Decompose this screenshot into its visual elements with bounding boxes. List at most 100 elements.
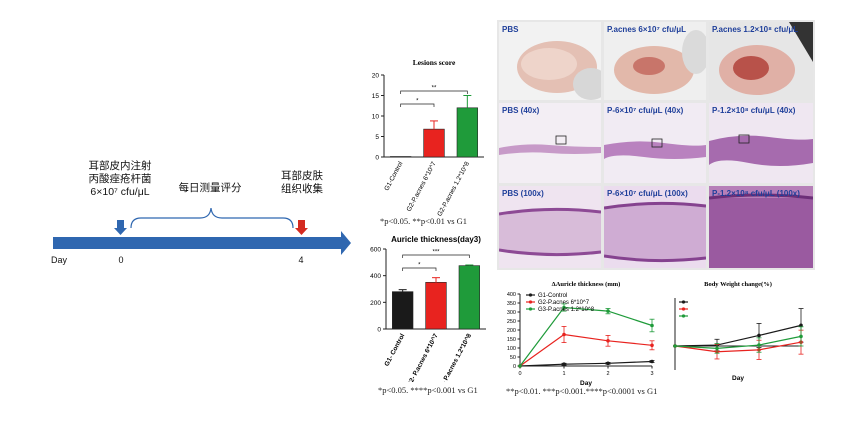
y-tick-label: 600 xyxy=(370,247,381,254)
data-point xyxy=(715,346,719,351)
legend-label: G2-P.acnes 6*10^7 xyxy=(538,300,590,306)
significance-label: * xyxy=(418,263,421,269)
category-label: G2- P.acnes 6*10^7 xyxy=(405,332,440,382)
significance-bracket xyxy=(402,254,470,258)
start-marker xyxy=(117,220,124,229)
y-tick-label: 300 xyxy=(507,310,516,316)
photo-label-pacnes-low: P.acnes 6×10⁷ cfu/μL xyxy=(607,25,686,34)
bar xyxy=(423,128,445,158)
histology-label-pacnes-low-100x: P-6×10⁷ cfu/μL (100x) xyxy=(607,189,688,198)
legend-label: G3-P.acnes 1.2*10^8 xyxy=(538,307,595,313)
chart-title: Lesions score xyxy=(413,58,456,67)
photo-pacnes-low: P.acnes 6×10⁷ cfu/μL xyxy=(604,22,706,100)
thickness-footnote: **p<0.01. ***p<0.001.****p<0.0001 vs G1 xyxy=(506,386,658,396)
histology-pacnes-high-100x: P-1.2×10⁸ cfu/μL (100x) xyxy=(709,186,813,268)
photo-pbs: PBS xyxy=(499,22,601,100)
y-tick-label: 100 xyxy=(507,346,516,352)
y-tick-label: 20 xyxy=(372,73,380,80)
legend-marker xyxy=(528,293,533,297)
data-point xyxy=(650,359,654,364)
series-line xyxy=(674,341,802,353)
legend-marker xyxy=(528,300,533,304)
series-line xyxy=(519,333,653,367)
data-point xyxy=(606,309,610,313)
histology-pbs-40x: PBS (40x) xyxy=(499,103,601,183)
y-tick-label: 350 xyxy=(507,301,516,307)
photo-label-pacnes-high: P.acnes 1.2×10⁸ cfu/μL xyxy=(712,25,799,34)
histology-label-pacnes-high-40x: P-1.2×10⁸ cfu/μL (40x) xyxy=(712,106,796,115)
histology-pacnes-low-100x: P-6×10⁷ cfu/μL (100x) xyxy=(604,186,706,268)
chart-title: Auricle thickness(day3) xyxy=(391,235,481,244)
lesion-score-panel: Lesions score 0 5 10 15 20 G1-Control G2-P.acne… xyxy=(360,55,490,235)
start-marker-head xyxy=(114,228,127,235)
timeline-arrow-head xyxy=(341,231,351,255)
data-point xyxy=(757,333,761,338)
significance-bracket xyxy=(400,90,468,94)
y-tick-label: 0 xyxy=(375,155,379,162)
injection-label: 耳部皮内注射 丙酸痤疮杆菌 6×10⁷ cfu/μL xyxy=(88,160,152,198)
y-tick-label: 10 xyxy=(372,114,380,121)
body-weight-chart: Body Weight change(%) Day xyxy=(673,281,804,382)
x-tick-label: 0 xyxy=(518,371,521,377)
histology-label-pacnes-low-40x: P-6×10⁷ cfu/μL (40x) xyxy=(607,106,684,115)
data-point xyxy=(757,343,761,347)
series-line xyxy=(674,335,802,350)
y-tick-label: 200 xyxy=(507,328,516,334)
bar xyxy=(456,107,478,158)
daily-brace xyxy=(130,207,294,229)
y-tick-label: 150 xyxy=(507,337,516,343)
data-point xyxy=(606,361,610,366)
bar xyxy=(425,282,447,330)
histology-pacnes-low-40x: P-6×10⁷ cfu/μL (40x) xyxy=(604,103,706,183)
daily-measurement-label: 每日测量评分 xyxy=(178,182,242,194)
series-line xyxy=(519,306,653,367)
auricle-footnote: *p<0.05. ****p<0.001 vs G1 xyxy=(378,385,478,395)
experiment-timeline: 耳部皮内注射 丙酸痤疮杆菌 6×10⁷ cfu/μL 每日测量评分 耳部皮肤 组… xyxy=(45,160,355,275)
category-label: G3- P.acnes 1.2*10^8 xyxy=(436,332,473,382)
significance-label: *** xyxy=(432,250,440,256)
legend-marker xyxy=(681,314,686,318)
weight-panel: Body Weight change(%) Day xyxy=(665,278,820,398)
significance-bracket xyxy=(400,103,435,107)
data-point xyxy=(606,339,610,343)
photo-pacnes-high: P.acnes 1.2×10⁸ cfu/μL xyxy=(709,22,813,100)
histology-label-pbs-100x: PBS (100x) xyxy=(502,189,544,198)
category-label: G1-Control xyxy=(383,160,404,192)
bar xyxy=(390,156,412,158)
series-line xyxy=(674,324,802,347)
significance-label: ** xyxy=(432,86,437,92)
histology-label-pbs-40x: PBS (40x) xyxy=(502,106,540,115)
data-point xyxy=(673,344,677,348)
y-tick-label: 5 xyxy=(375,134,379,141)
y-tick-label: 0 xyxy=(377,327,381,334)
histology-pacnes-high-40x: P-1.2×10⁸ cfu/μL (40x) xyxy=(709,103,813,183)
bar xyxy=(392,291,414,330)
histology-label-pacnes-high-100x: P-1.2×10⁸ cfu/μL (100x) xyxy=(712,189,800,198)
end-marker-head xyxy=(295,228,308,235)
series-line xyxy=(519,360,653,367)
timeline-day-end: 4 xyxy=(298,255,304,265)
y-tick-label: 400 xyxy=(370,273,381,280)
data-point xyxy=(650,323,654,328)
thickness-line-panel: ΔAuricle thickness (mm) 0 50 100 150 200 250 30… xyxy=(500,278,665,400)
auricle-thickness-chart: Auricle thickness(day3) 0 200 400 600 G1- Con… xyxy=(370,235,486,393)
collection-label: 耳部皮肤 组织收集 xyxy=(281,170,323,195)
legend-label: G1-Control xyxy=(538,293,567,299)
data-point xyxy=(562,332,566,337)
category-label: G1- Control xyxy=(383,332,406,367)
bar xyxy=(458,265,480,330)
chart-title: Body Weight change(%) xyxy=(704,281,772,288)
timeline-axis-label: Day xyxy=(50,255,67,265)
y-tick-label: 400 xyxy=(507,292,516,298)
thickness-line-chart: ΔAuricle thickness (mm)05010015020025030… xyxy=(507,281,655,387)
histology-pbs-100x: PBS (100x) xyxy=(499,186,601,268)
y-tick-label: 250 xyxy=(507,319,516,325)
category-label: G2-P.acnes 6*10^7 xyxy=(406,160,438,212)
legend-marker xyxy=(681,300,686,304)
x-tick-label: 1 xyxy=(562,371,565,377)
lesion-footnote: *p<0.05. **p<0.01 vs G1 xyxy=(380,216,468,226)
timeline-arrow-body xyxy=(53,237,341,249)
data-point xyxy=(799,334,803,339)
x-tick-label: 3 xyxy=(650,371,653,377)
